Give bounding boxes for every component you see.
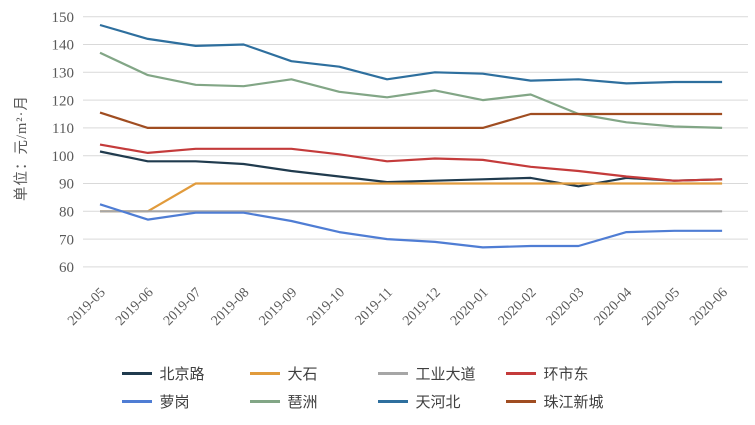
legend-swatch-icon (249, 372, 280, 375)
legend-row: 北京路 大石 工业大道 环市东 (121, 363, 634, 384)
x-axis-tick-label: 2019-07 (161, 285, 205, 329)
legend-swatch-icon (505, 372, 536, 375)
x-axis-tick-label: 2019-05 (65, 285, 109, 329)
legend-label: 大石 (287, 367, 318, 383)
legend-label: 天河北 (415, 395, 461, 411)
legend-item: 琶洲 (249, 391, 378, 412)
chart-legend: 北京路 大石 工业大道 环市东萝岗 琶洲 天河北 珠江新城 (0, 363, 755, 412)
y-axis-tick-label: 130 (52, 66, 75, 82)
x-axis-tick-label: 2020-04 (592, 285, 636, 329)
legend-swatch-icon (121, 372, 152, 375)
x-axis-tick-label: 2019-10 (304, 285, 348, 329)
x-axis-tick-label: 2020-02 (496, 285, 540, 329)
legend-label: 琶洲 (287, 395, 318, 411)
legend-item: 珠江新城 (505, 391, 634, 412)
series-line-珠江新城 (99, 111, 723, 130)
legend-label: 北京路 (159, 367, 205, 383)
y-axis-tick-label: 150 (52, 10, 75, 26)
y-axis-tick-label: 140 (52, 38, 75, 54)
x-axis-tick-label: 2020-01 (448, 285, 492, 329)
x-axis-tick-label: 2019-12 (400, 285, 444, 329)
x-axis-tick-label: 2020-05 (639, 285, 683, 329)
series-line-琶洲 (99, 51, 723, 129)
line-chart-plot: 60 70 80 90 100 110 120 130 140 150 2019-05 2019-06… (52, 10, 748, 329)
legend-swatch-icon (121, 400, 152, 403)
x-axis-tick-label: 2019-11 (353, 285, 396, 328)
legend-item: 大石 (249, 363, 378, 384)
legend-item: 工业大道 (377, 363, 506, 384)
x-axis-tick-label: 2019-08 (209, 285, 253, 329)
series-line-环市东 (99, 143, 723, 182)
legend-swatch-icon (505, 400, 536, 403)
y-axis-tick-label: 70 (59, 232, 74, 248)
series-line-萝岗 (99, 203, 723, 249)
x-axis-tick-label: 2019-06 (113, 285, 157, 329)
legend-label: 工业大道 (415, 367, 476, 383)
series-line-北京路 (99, 150, 723, 188)
legend-item: 环市东 (505, 363, 634, 384)
x-axis-tick-label: 2020-06 (687, 285, 731, 329)
y-axis-tick-label: 110 (52, 121, 74, 137)
legend-swatch-icon (249, 400, 280, 403)
legend-label: 萝岗 (159, 395, 190, 411)
legend-label: 珠江新城 (543, 395, 604, 411)
y-axis-tick-label: 100 (52, 149, 75, 165)
series-line-天河北 (99, 23, 723, 85)
y-axis-tick-label: 80 (59, 205, 74, 221)
legend-item: 萝岗 (121, 391, 250, 412)
legend-row: 萝岗 琶洲 天河北 珠江新城 (121, 391, 634, 412)
legend-swatch-icon (377, 400, 408, 403)
legend-item: 天河北 (377, 391, 506, 412)
y-axis-tick-label: 60 (59, 260, 74, 276)
legend-swatch-icon (377, 372, 408, 375)
x-axis-tick-label: 2019-09 (257, 285, 301, 329)
y-axis-tick-label: 90 (59, 177, 74, 193)
x-axis-tick-label: 2020-03 (544, 285, 588, 329)
legend-label: 环市东 (543, 367, 589, 383)
y-axis-tick-label: 120 (52, 93, 75, 109)
series-line-大石 (100, 182, 723, 213)
legend-item: 北京路 (121, 363, 250, 384)
